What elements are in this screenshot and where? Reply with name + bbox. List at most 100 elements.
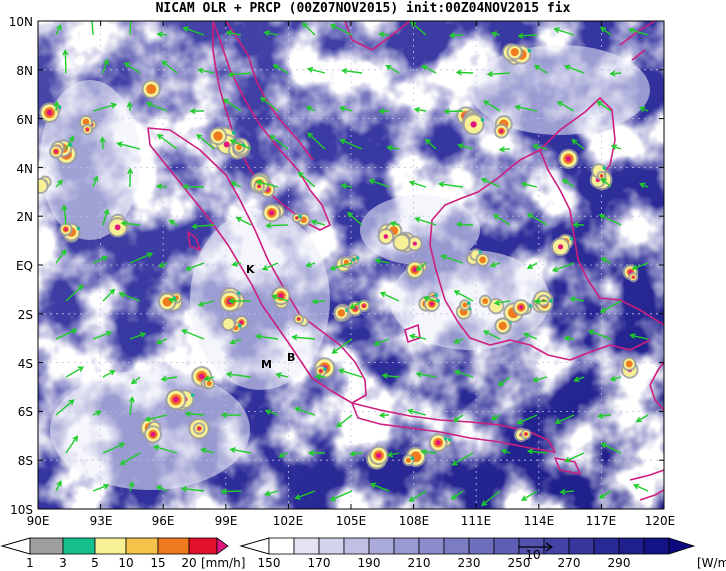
- wind-vector: [560, 490, 575, 493]
- lon-label: 99E: [215, 514, 238, 528]
- wind-vector: [601, 178, 612, 188]
- wind-vector: [204, 376, 215, 380]
- coast-borneo-north: [539, 97, 616, 181]
- wind-vector-head: [255, 179, 263, 186]
- precip-extreme: [46, 109, 53, 116]
- wind-vector-head: [235, 216, 242, 223]
- wind-vector-head: [407, 408, 414, 415]
- wind-vector-head: [598, 493, 605, 499]
- wind-vector: [498, 376, 511, 386]
- wind-vector: [156, 338, 168, 344]
- wind-vector: [380, 292, 400, 302]
- wind-vector-head: [123, 62, 131, 68]
- wind-vector-head: [130, 378, 138, 385]
- wind-vector-head: [182, 26, 189, 32]
- wind-vector: [633, 484, 649, 492]
- wind-vector-head: [227, 298, 235, 305]
- wind-vector-head: [514, 104, 521, 111]
- olr-tick: 170: [308, 556, 331, 570]
- wind-vector: [236, 216, 252, 226]
- wind-vector: [55, 329, 77, 340]
- wind-vector-head: [310, 219, 318, 226]
- wind-vector: [481, 490, 501, 506]
- precip-light-green: [298, 214, 302, 219]
- wind-vector-head: [455, 69, 462, 76]
- wind-vector-head: [160, 375, 167, 382]
- wind-vector: [599, 490, 612, 499]
- wind-vector-head: [378, 31, 385, 38]
- precip-extreme: [85, 128, 89, 131]
- precip-heavy: [236, 144, 242, 151]
- wind-vector: [490, 262, 501, 267]
- wind-vector-head: [490, 31, 498, 38]
- wind-vector: [102, 59, 109, 74]
- wind-vector-head: [184, 410, 191, 417]
- wind-vector: [256, 335, 279, 340]
- precip-heavy: [462, 302, 468, 308]
- wind-vector-head: [264, 490, 271, 497]
- precip-extreme: [632, 276, 635, 279]
- precip-light-green: [172, 296, 177, 300]
- olr-bin: [393, 537, 420, 555]
- wind-vector: [92, 484, 109, 492]
- precip-light-green: [323, 367, 327, 371]
- wind-vector: [414, 108, 427, 112]
- wind-vector-head: [563, 335, 570, 342]
- wind-vector-head: [386, 144, 393, 151]
- precip-heavy: [82, 118, 90, 126]
- wind-vector: [483, 330, 501, 340]
- lon-label: 111E: [461, 514, 492, 528]
- wind-vector-head: [522, 332, 530, 339]
- wind-vector: [120, 452, 141, 465]
- wind-vector: [629, 28, 649, 36]
- wind-vector: [92, 103, 117, 112]
- precip-colorbar-left-arrow: [0, 537, 31, 555]
- wind-vector-head: [155, 338, 163, 345]
- wind-vector-head: [448, 32, 455, 39]
- wind-vector-head: [101, 255, 108, 262]
- lon-label: 96E: [152, 514, 175, 528]
- wind-vector: [534, 65, 548, 74]
- precip-light-green: [527, 48, 532, 53]
- wind-vector-head: [146, 252, 154, 258]
- precip-extreme: [518, 305, 524, 310]
- olr-bin: [618, 537, 645, 555]
- precip-extreme: [470, 121, 477, 128]
- wind-vector-head: [629, 333, 636, 340]
- wind-vector: [91, 21, 94, 36]
- wind-vector-head: [53, 100, 60, 107]
- wind-vector: [457, 223, 474, 226]
- wind-vector-head: [414, 216, 421, 223]
- precip-colorbar-right-arrow: [216, 537, 229, 555]
- precip-extreme: [297, 317, 300, 321]
- wind-vector: [610, 72, 622, 75]
- wind-vector-head: [263, 30, 270, 37]
- wind-vector-head: [225, 371, 233, 378]
- precip-extreme: [295, 216, 298, 220]
- precip-tick: 3: [59, 556, 67, 570]
- wind-vector: [330, 262, 353, 270]
- wind-vector: [330, 490, 353, 501]
- precip-extreme: [239, 320, 244, 325]
- wind-vector-head: [197, 301, 205, 307]
- wind-vector-head: [443, 108, 450, 115]
- wind-vector: [292, 336, 316, 340]
- wind-vector: [306, 262, 316, 267]
- wind-vector-head: [600, 442, 607, 449]
- precip-bin: [157, 537, 190, 555]
- wind-vector-head: [381, 372, 388, 379]
- precip-light-green: [602, 166, 607, 170]
- olr-tick: 190: [358, 556, 381, 570]
- wind-vector-head: [409, 333, 416, 340]
- wind-vector: [102, 289, 115, 302]
- precip-moderate: [38, 179, 47, 192]
- precip-tick: 10: [118, 556, 133, 570]
- wind-vector-head: [413, 106, 421, 113]
- wind-vector: [55, 249, 67, 264]
- wind-vector: [444, 110, 464, 113]
- olr-tick: 210: [408, 556, 431, 570]
- wind-vector-head: [453, 416, 460, 423]
- wind-vector: [312, 300, 326, 303]
- wind-vector-head: [181, 183, 189, 190]
- wind-vector-head: [110, 102, 118, 109]
